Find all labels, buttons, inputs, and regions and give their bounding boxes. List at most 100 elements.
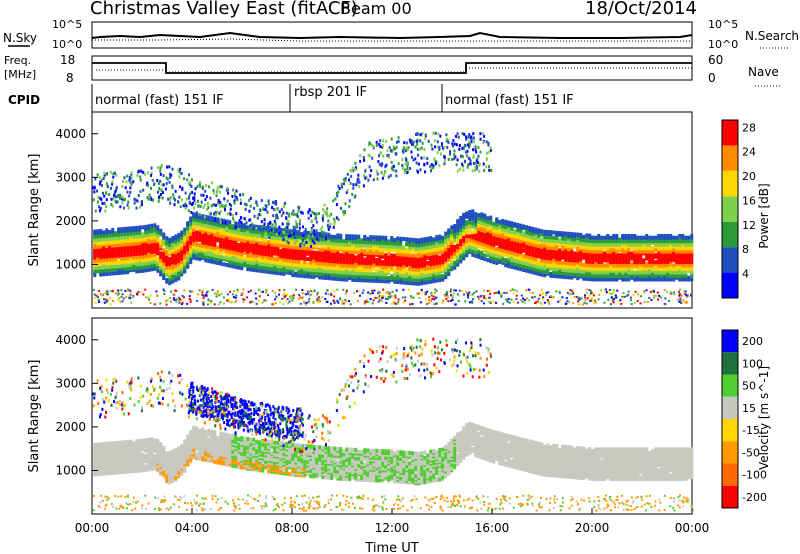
power-cell <box>210 216 214 221</box>
power-cell <box>129 236 133 241</box>
power-cell <box>300 252 304 257</box>
power-cell <box>284 226 287 230</box>
power-cell <box>285 261 289 266</box>
power-cell <box>300 261 304 266</box>
power-cell <box>540 232 544 237</box>
power-cell <box>204 232 208 237</box>
power-cell <box>324 274 328 279</box>
power-cell <box>522 254 526 259</box>
power-cell <box>190 185 193 189</box>
power-cell <box>392 164 395 168</box>
power-cell <box>669 244 673 249</box>
power-cell <box>543 247 547 252</box>
power-cell <box>414 157 417 161</box>
power-cell <box>276 255 280 260</box>
power-cell <box>330 269 334 274</box>
power-cell <box>226 212 229 216</box>
power-cell <box>330 273 334 278</box>
power-cell <box>177 232 181 237</box>
power-cell <box>504 258 508 263</box>
power-cell <box>630 233 634 238</box>
power-cell <box>372 271 376 276</box>
power-cell <box>237 222 241 227</box>
power-cell <box>492 221 496 226</box>
power-cell <box>453 255 457 260</box>
power-cell <box>444 231 448 236</box>
power-cell <box>360 243 364 248</box>
power-cell <box>438 146 441 150</box>
power-cell <box>246 241 250 246</box>
power-cell <box>186 178 189 182</box>
power-cell <box>483 213 487 218</box>
power-cell <box>513 222 517 227</box>
power-cell <box>408 237 412 242</box>
power-cell <box>300 268 304 273</box>
power-cell <box>240 248 244 253</box>
power-cell <box>579 250 583 255</box>
power-cell <box>210 240 214 245</box>
power-cell <box>414 267 418 272</box>
power-cell <box>453 244 457 249</box>
power-cell <box>219 251 223 256</box>
power-cell <box>162 274 166 279</box>
power-cell <box>201 233 205 238</box>
power-cell <box>125 180 128 184</box>
power-cell <box>489 232 493 237</box>
power-cell <box>381 260 385 265</box>
power-cell <box>294 266 298 271</box>
power-cell <box>483 168 486 172</box>
power-cell <box>471 219 475 224</box>
power-cell <box>531 245 535 250</box>
power-cell <box>424 170 427 174</box>
power-cell <box>210 233 214 238</box>
power-cell <box>416 170 419 174</box>
power-cell <box>105 244 109 249</box>
power-cell <box>286 225 289 229</box>
power-cell <box>201 252 205 257</box>
power-cell <box>279 268 283 273</box>
power-cell <box>129 250 133 255</box>
nave-trace <box>96 67 692 73</box>
power-cell <box>228 235 232 240</box>
power-cell <box>471 224 475 229</box>
power-cell <box>262 207 265 211</box>
power-cell <box>271 223 274 227</box>
power-cell <box>558 248 562 253</box>
power-cell <box>324 232 328 237</box>
power-cell <box>162 239 166 244</box>
power-cell <box>129 186 132 190</box>
power-cell <box>397 162 400 166</box>
power-cell <box>104 204 107 208</box>
power-cell <box>240 234 244 239</box>
power-cell <box>147 267 151 272</box>
power-cell <box>360 238 364 243</box>
power-cell <box>411 270 415 275</box>
power-cell <box>204 189 207 193</box>
power-cell <box>207 206 210 210</box>
power-cell <box>291 255 295 260</box>
power-cell <box>435 235 439 240</box>
power-cell <box>96 229 100 234</box>
power-cell <box>236 197 239 201</box>
power-cell <box>270 242 274 247</box>
power-cell <box>657 267 661 272</box>
cpid-label: CPID <box>8 93 40 107</box>
power-cell <box>393 253 397 258</box>
power-cell <box>441 254 445 259</box>
power-cell <box>267 202 270 206</box>
power-cell <box>360 252 364 257</box>
power-cell <box>179 167 182 171</box>
power-cell <box>315 231 319 236</box>
power-cell <box>417 281 421 286</box>
power-cell <box>429 236 433 241</box>
power-cell <box>357 253 361 258</box>
power-cell <box>472 155 475 159</box>
power-cell <box>462 249 466 254</box>
power-cell <box>630 251 634 256</box>
power-cell <box>136 199 139 203</box>
power-cell <box>183 177 186 181</box>
cpid-panel: CPID normal (fast) 151 IF rbsp 201 IF no… <box>8 84 574 112</box>
noise-right-tick-bottom: 10^0 <box>708 38 738 51</box>
power-cell <box>141 232 145 237</box>
power-cell <box>528 252 532 257</box>
